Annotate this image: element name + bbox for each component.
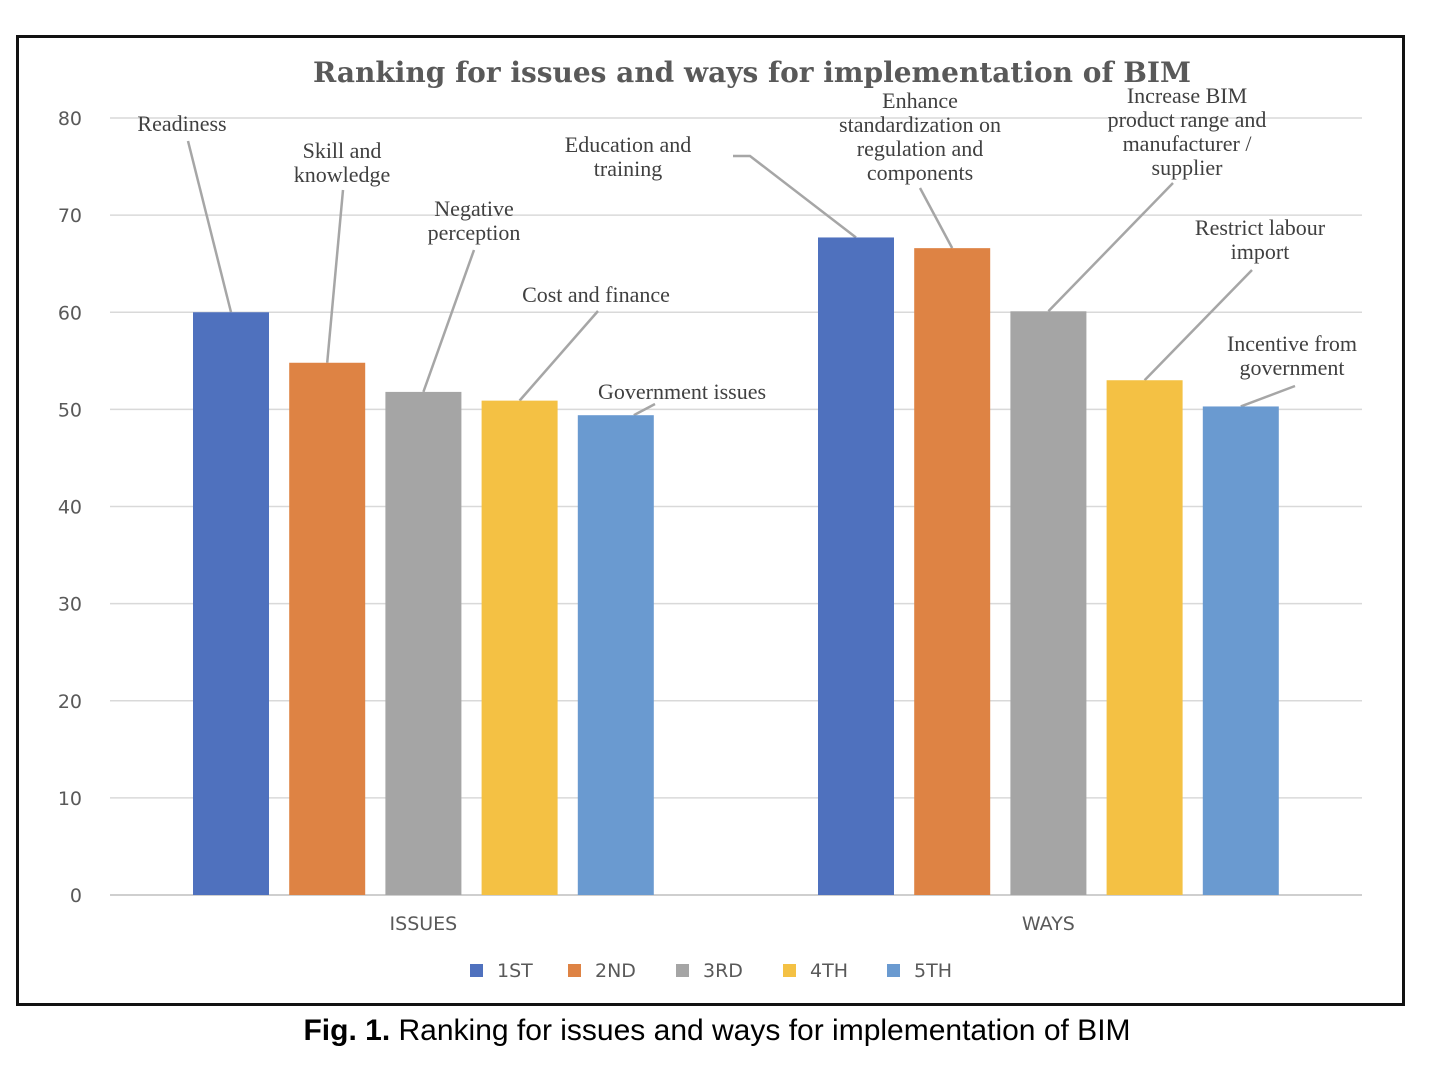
bar (818, 237, 894, 895)
bar (577, 415, 654, 895)
annotation-line: Restrict labour (1195, 215, 1326, 240)
annotation-line: manufacturer / (1123, 131, 1253, 156)
y-tick-label: 30 (58, 594, 82, 616)
annotation-label: Increase BIM product range and manufacture… (1108, 83, 1267, 180)
legend-label: 2ND (595, 960, 636, 982)
annotation-line: components (867, 160, 973, 185)
annotation-label: Skill and knowledge (294, 138, 391, 187)
bar-chart: Ranking for issues and ways for implemen… (58, 56, 1362, 982)
bar (1202, 406, 1279, 895)
legend: 1ST 2ND 3RD 4TH 5TH (470, 960, 952, 982)
annotation-leader-line (422, 249, 476, 393)
annotation-line: government (1239, 355, 1344, 380)
annotation-label: Readiness (137, 111, 226, 136)
annotation-line: training (594, 156, 662, 181)
annotation-line: Cost and finance (522, 282, 670, 307)
annotation-leader-line (186, 140, 233, 313)
annotation-line: product range and (1108, 107, 1267, 132)
figure-caption-text: Ranking for issues and ways for implemen… (398, 1014, 1131, 1047)
annotation-leader-line (633, 402, 656, 417)
x-category-label: WAYS (1022, 913, 1075, 935)
legend-label: 4TH (810, 960, 848, 982)
annotation-line: regulation and (857, 136, 983, 161)
legend-label: 5TH (914, 960, 952, 982)
figure-caption: Fig. 1. Ranking for issues and ways for … (0, 1014, 1434, 1048)
annotation-label: Restrict labour import (1195, 215, 1326, 264)
annotation-leader-line (1240, 384, 1296, 408)
annotations: Readiness Skill and knowledge Negative perce… (137, 83, 1357, 404)
annotation-leader-line (1143, 269, 1253, 382)
legend-swatch (568, 964, 581, 977)
annotation-line: import (1231, 239, 1290, 264)
annotation-leader-line (518, 310, 599, 402)
x-category-label: ISSUES (390, 913, 458, 935)
annotation-label: Incentive from government (1227, 331, 1357, 380)
bar (914, 248, 991, 895)
y-tick-label: 20 (58, 691, 82, 713)
legend-swatch (887, 964, 900, 977)
bar (1010, 311, 1087, 895)
bars (193, 237, 1279, 895)
y-tick-label: 80 (58, 108, 82, 130)
annotation-leader-line (325, 189, 345, 363)
bar (481, 400, 558, 895)
y-tick-label: 0 (70, 885, 82, 907)
legend-swatch (783, 964, 796, 977)
legend-swatch (676, 964, 689, 977)
annotation-label: Education and training (565, 132, 691, 181)
y-tick-label: 60 (58, 302, 82, 324)
x-axis-categories: ISSUES WAYS (390, 913, 1075, 935)
annotation-line: Government issues (598, 379, 766, 404)
annotation-line: knowledge (294, 162, 391, 187)
annotation-label: Cost and finance (522, 282, 670, 307)
annotation-line: supplier (1152, 155, 1224, 180)
bar (289, 362, 366, 895)
annotation-label: Negative perception (428, 196, 521, 245)
annotation-line: Incentive from (1227, 331, 1357, 356)
annotation-label: Enhance standardization on regulation and c… (839, 88, 1001, 185)
legend-swatch (470, 964, 483, 977)
legend-label: 3RD (703, 960, 743, 982)
y-tick-label: 50 (58, 399, 82, 421)
annotation-line: perception (428, 220, 521, 245)
y-axis-ticks: 0 10 20 30 40 50 60 70 80 (58, 108, 82, 907)
bar (193, 312, 269, 895)
annotation-line: Readiness (137, 111, 226, 136)
annotation-line: Increase BIM (1127, 83, 1247, 108)
annotation-leader-lines (186, 140, 1296, 417)
annotation-line: Education and (565, 132, 691, 157)
annotation-line: Enhance (882, 88, 958, 113)
bar (385, 391, 462, 895)
y-tick-label: 70 (58, 205, 82, 227)
bar (1106, 380, 1183, 895)
y-tick-label: 10 (58, 788, 82, 810)
y-tick-label: 40 (58, 497, 82, 519)
annotation-line: standardization on (839, 112, 1001, 137)
annotation-leader-line (1047, 182, 1174, 313)
legend-label: 1ST (497, 960, 533, 982)
annotation-line: Negative (434, 196, 513, 221)
annotation-label: Government issues (598, 379, 766, 404)
chart-title: Ranking for issues and ways for implemen… (313, 56, 1191, 89)
annotation-line: Skill and (303, 138, 382, 163)
figure-label: Fig. 1. (303, 1014, 391, 1047)
annotation-leader-line (918, 187, 954, 249)
annotation-leader-line (733, 154, 857, 239)
